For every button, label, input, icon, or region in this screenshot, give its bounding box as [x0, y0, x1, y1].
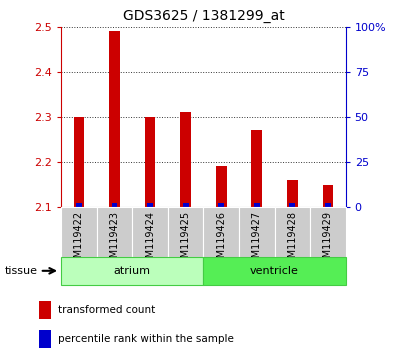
Bar: [251, 130, 262, 207]
Bar: [290, 204, 295, 207]
Bar: [287, 180, 297, 207]
Bar: [183, 204, 188, 207]
Text: transformed count: transformed count: [58, 305, 155, 315]
Text: GSM119425: GSM119425: [181, 211, 191, 270]
Bar: [97, 207, 132, 257]
Text: atrium: atrium: [114, 266, 151, 276]
Bar: [132, 207, 168, 257]
Bar: [109, 31, 120, 207]
Bar: [203, 207, 239, 257]
Bar: [74, 117, 85, 207]
Text: GSM119427: GSM119427: [252, 211, 262, 270]
Text: GSM119428: GSM119428: [287, 211, 297, 270]
Bar: [147, 204, 153, 207]
Bar: [61, 257, 203, 285]
Bar: [203, 257, 346, 285]
Text: GSM119423: GSM119423: [109, 211, 120, 270]
Bar: [239, 207, 275, 257]
Text: GSM119422: GSM119422: [74, 211, 84, 270]
Bar: [112, 204, 117, 207]
Bar: [76, 204, 82, 207]
Bar: [39, 301, 51, 319]
Text: GSM119429: GSM119429: [323, 211, 333, 270]
Bar: [145, 117, 155, 207]
Bar: [322, 184, 333, 207]
Text: GSM119424: GSM119424: [145, 211, 155, 270]
Bar: [310, 207, 346, 257]
Bar: [216, 166, 227, 207]
Bar: [275, 207, 310, 257]
Bar: [39, 330, 51, 348]
Bar: [168, 207, 203, 257]
Text: percentile rank within the sample: percentile rank within the sample: [58, 334, 233, 344]
Bar: [61, 207, 97, 257]
Bar: [180, 112, 191, 207]
Bar: [218, 204, 224, 207]
Bar: [325, 204, 331, 207]
Title: GDS3625 / 1381299_at: GDS3625 / 1381299_at: [122, 9, 284, 23]
Text: tissue: tissue: [5, 266, 38, 276]
Text: ventricle: ventricle: [250, 266, 299, 276]
Bar: [254, 204, 260, 207]
Text: GSM119426: GSM119426: [216, 211, 226, 270]
